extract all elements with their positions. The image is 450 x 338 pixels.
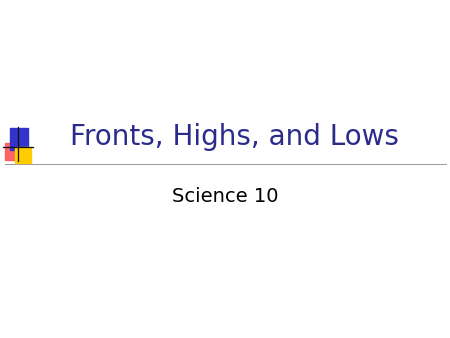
Bar bbox=[10, 128, 28, 150]
Text: Science 10: Science 10 bbox=[172, 187, 278, 206]
Bar bbox=[15, 147, 31, 163]
Text: Fronts, Highs, and Lows: Fronts, Highs, and Lows bbox=[70, 123, 399, 151]
Bar bbox=[5, 143, 21, 160]
